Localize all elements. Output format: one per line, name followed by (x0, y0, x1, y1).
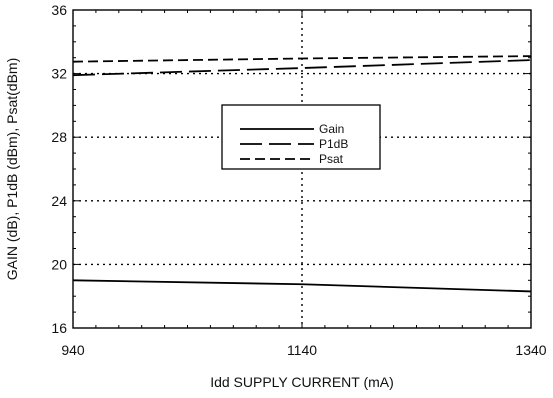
y-tick-label: 16 (51, 320, 67, 336)
plot-frame (72, 9, 532, 329)
y-tick-label: 24 (51, 193, 67, 209)
series-line-p1db (72, 59, 532, 77)
x-axis-label: Idd SUPPLY CURRENT (mA) (210, 374, 394, 390)
y-tick-label: 28 (51, 129, 67, 145)
y-tick-label: 20 (51, 256, 67, 272)
legend-label-p1db: P1dB (319, 137, 348, 151)
x-tick-label: 940 (61, 342, 85, 358)
y-axis-label: GAIN (dB), P1dB (dBm), Psat(dBm) (4, 58, 20, 281)
x-tick-label: 1340 (515, 342, 546, 358)
x-tick-label: 1140 (287, 342, 317, 358)
series-lines (72, 55, 532, 293)
tick-labels: 16 20 24 28 32 36 940 1140 1340 (51, 2, 546, 358)
y-tick-label: 36 (51, 2, 67, 18)
series-line-gain (72, 279, 532, 293)
y-tick-label: 32 (51, 66, 67, 82)
series-line-psat (72, 55, 532, 63)
legend-label-psat: Psat (319, 152, 344, 166)
legend-label-gain: Gain (319, 122, 344, 136)
